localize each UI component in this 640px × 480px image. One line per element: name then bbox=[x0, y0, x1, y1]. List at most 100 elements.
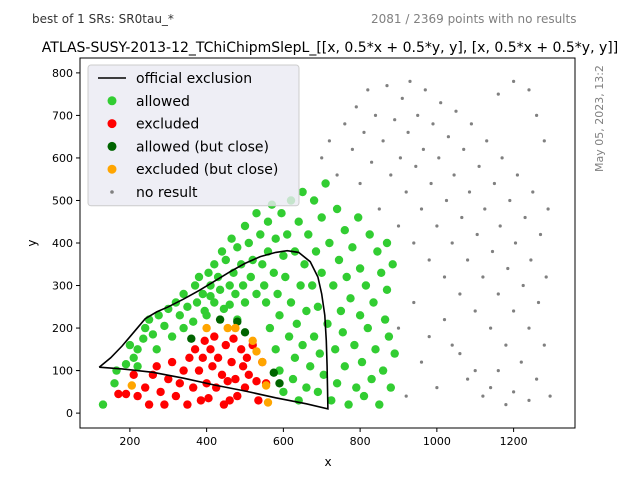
data-point bbox=[419, 360, 424, 364]
data-point bbox=[513, 241, 518, 245]
legend-box bbox=[87, 64, 300, 207]
data-point bbox=[398, 156, 402, 160]
data-point bbox=[261, 298, 271, 307]
data-point bbox=[141, 383, 150, 392]
y-axis-label: y bbox=[25, 239, 39, 246]
data-point bbox=[450, 241, 454, 245]
data-point bbox=[535, 113, 539, 117]
data-point bbox=[269, 368, 278, 377]
data-point bbox=[192, 298, 202, 307]
data-point bbox=[313, 387, 323, 397]
data-point bbox=[359, 391, 369, 401]
data-point bbox=[213, 353, 223, 362]
data-point bbox=[279, 387, 288, 397]
data-point bbox=[452, 173, 456, 177]
data-point bbox=[179, 323, 188, 333]
data-point bbox=[258, 357, 267, 367]
data-point bbox=[340, 226, 349, 235]
data-point bbox=[227, 357, 236, 367]
data-point bbox=[217, 370, 227, 379]
data-point bbox=[404, 394, 408, 398]
legend-label: official exclusion bbox=[136, 71, 252, 87]
data-point bbox=[548, 394, 552, 398]
data-point bbox=[546, 207, 550, 211]
series-excluded-but-close bbox=[127, 323, 273, 407]
data-point bbox=[373, 247, 382, 256]
data-point bbox=[304, 230, 313, 239]
data-point bbox=[458, 352, 462, 356]
data-point bbox=[381, 139, 385, 143]
data-point bbox=[489, 326, 493, 330]
legend-label: excluded bbox=[136, 117, 199, 133]
y-tick-label: 700 bbox=[52, 109, 73, 122]
data-point bbox=[454, 109, 458, 113]
data-point bbox=[511, 79, 516, 83]
data-point bbox=[439, 101, 443, 105]
data-point bbox=[327, 396, 336, 405]
data-point bbox=[346, 294, 355, 303]
data-point bbox=[238, 362, 248, 371]
data-point bbox=[336, 306, 346, 316]
data-point bbox=[396, 224, 401, 228]
data-point bbox=[204, 394, 213, 403]
data-point bbox=[538, 232, 543, 237]
data-point bbox=[396, 326, 401, 330]
data-point bbox=[160, 400, 169, 409]
y-tick-label: 500 bbox=[52, 194, 73, 207]
data-point bbox=[363, 323, 372, 333]
data-point bbox=[527, 326, 531, 330]
data-point bbox=[121, 389, 131, 399]
data-point bbox=[294, 217, 303, 226]
data-point bbox=[219, 400, 229, 409]
data-point bbox=[460, 215, 464, 220]
legend-label: excluded (but close) bbox=[136, 162, 278, 178]
data-point bbox=[504, 343, 508, 347]
data-point bbox=[542, 343, 546, 347]
data-point bbox=[340, 362, 349, 371]
data-point bbox=[271, 345, 280, 354]
data-point bbox=[369, 298, 378, 307]
data-point bbox=[362, 130, 366, 134]
data-point bbox=[450, 343, 454, 347]
data-point bbox=[419, 207, 424, 211]
data-point bbox=[121, 360, 131, 369]
data-point bbox=[210, 260, 219, 269]
data-point bbox=[125, 340, 135, 350]
data-point bbox=[225, 281, 234, 290]
legend: official exclusion allowed excluded allowed… bbox=[87, 64, 300, 207]
data-point bbox=[357, 357, 367, 367]
x-tick-label: 1200 bbox=[500, 435, 528, 448]
data-point bbox=[350, 340, 359, 350]
data-point bbox=[361, 281, 371, 290]
data-point bbox=[144, 400, 154, 409]
data-point bbox=[466, 258, 470, 262]
data-point bbox=[332, 204, 342, 214]
data-point bbox=[317, 213, 326, 222]
data-point bbox=[442, 318, 447, 322]
data-point bbox=[156, 387, 165, 397]
data-point bbox=[515, 173, 520, 177]
data-point bbox=[252, 289, 261, 299]
data-point bbox=[511, 390, 516, 394]
data-point bbox=[348, 243, 357, 252]
data-point bbox=[435, 224, 439, 228]
data-point bbox=[110, 379, 119, 388]
data-point bbox=[225, 396, 234, 405]
data-point bbox=[288, 374, 298, 384]
data-point bbox=[504, 403, 508, 407]
data-point bbox=[225, 300, 234, 309]
legend-marker-swatch bbox=[107, 141, 117, 151]
data-point bbox=[229, 334, 238, 343]
data-point bbox=[442, 275, 447, 279]
data-point bbox=[277, 209, 286, 218]
legend-marker-swatch bbox=[107, 96, 117, 106]
data-point bbox=[334, 255, 344, 265]
y-tick-label: 0 bbox=[66, 407, 73, 420]
data-point bbox=[343, 122, 347, 126]
data-point bbox=[152, 362, 161, 371]
x-tick-label: 200 bbox=[119, 435, 140, 448]
legend-label: allowed (but close) bbox=[136, 139, 269, 155]
data-point bbox=[523, 215, 527, 220]
data-point bbox=[196, 396, 206, 405]
data-point bbox=[246, 272, 255, 282]
